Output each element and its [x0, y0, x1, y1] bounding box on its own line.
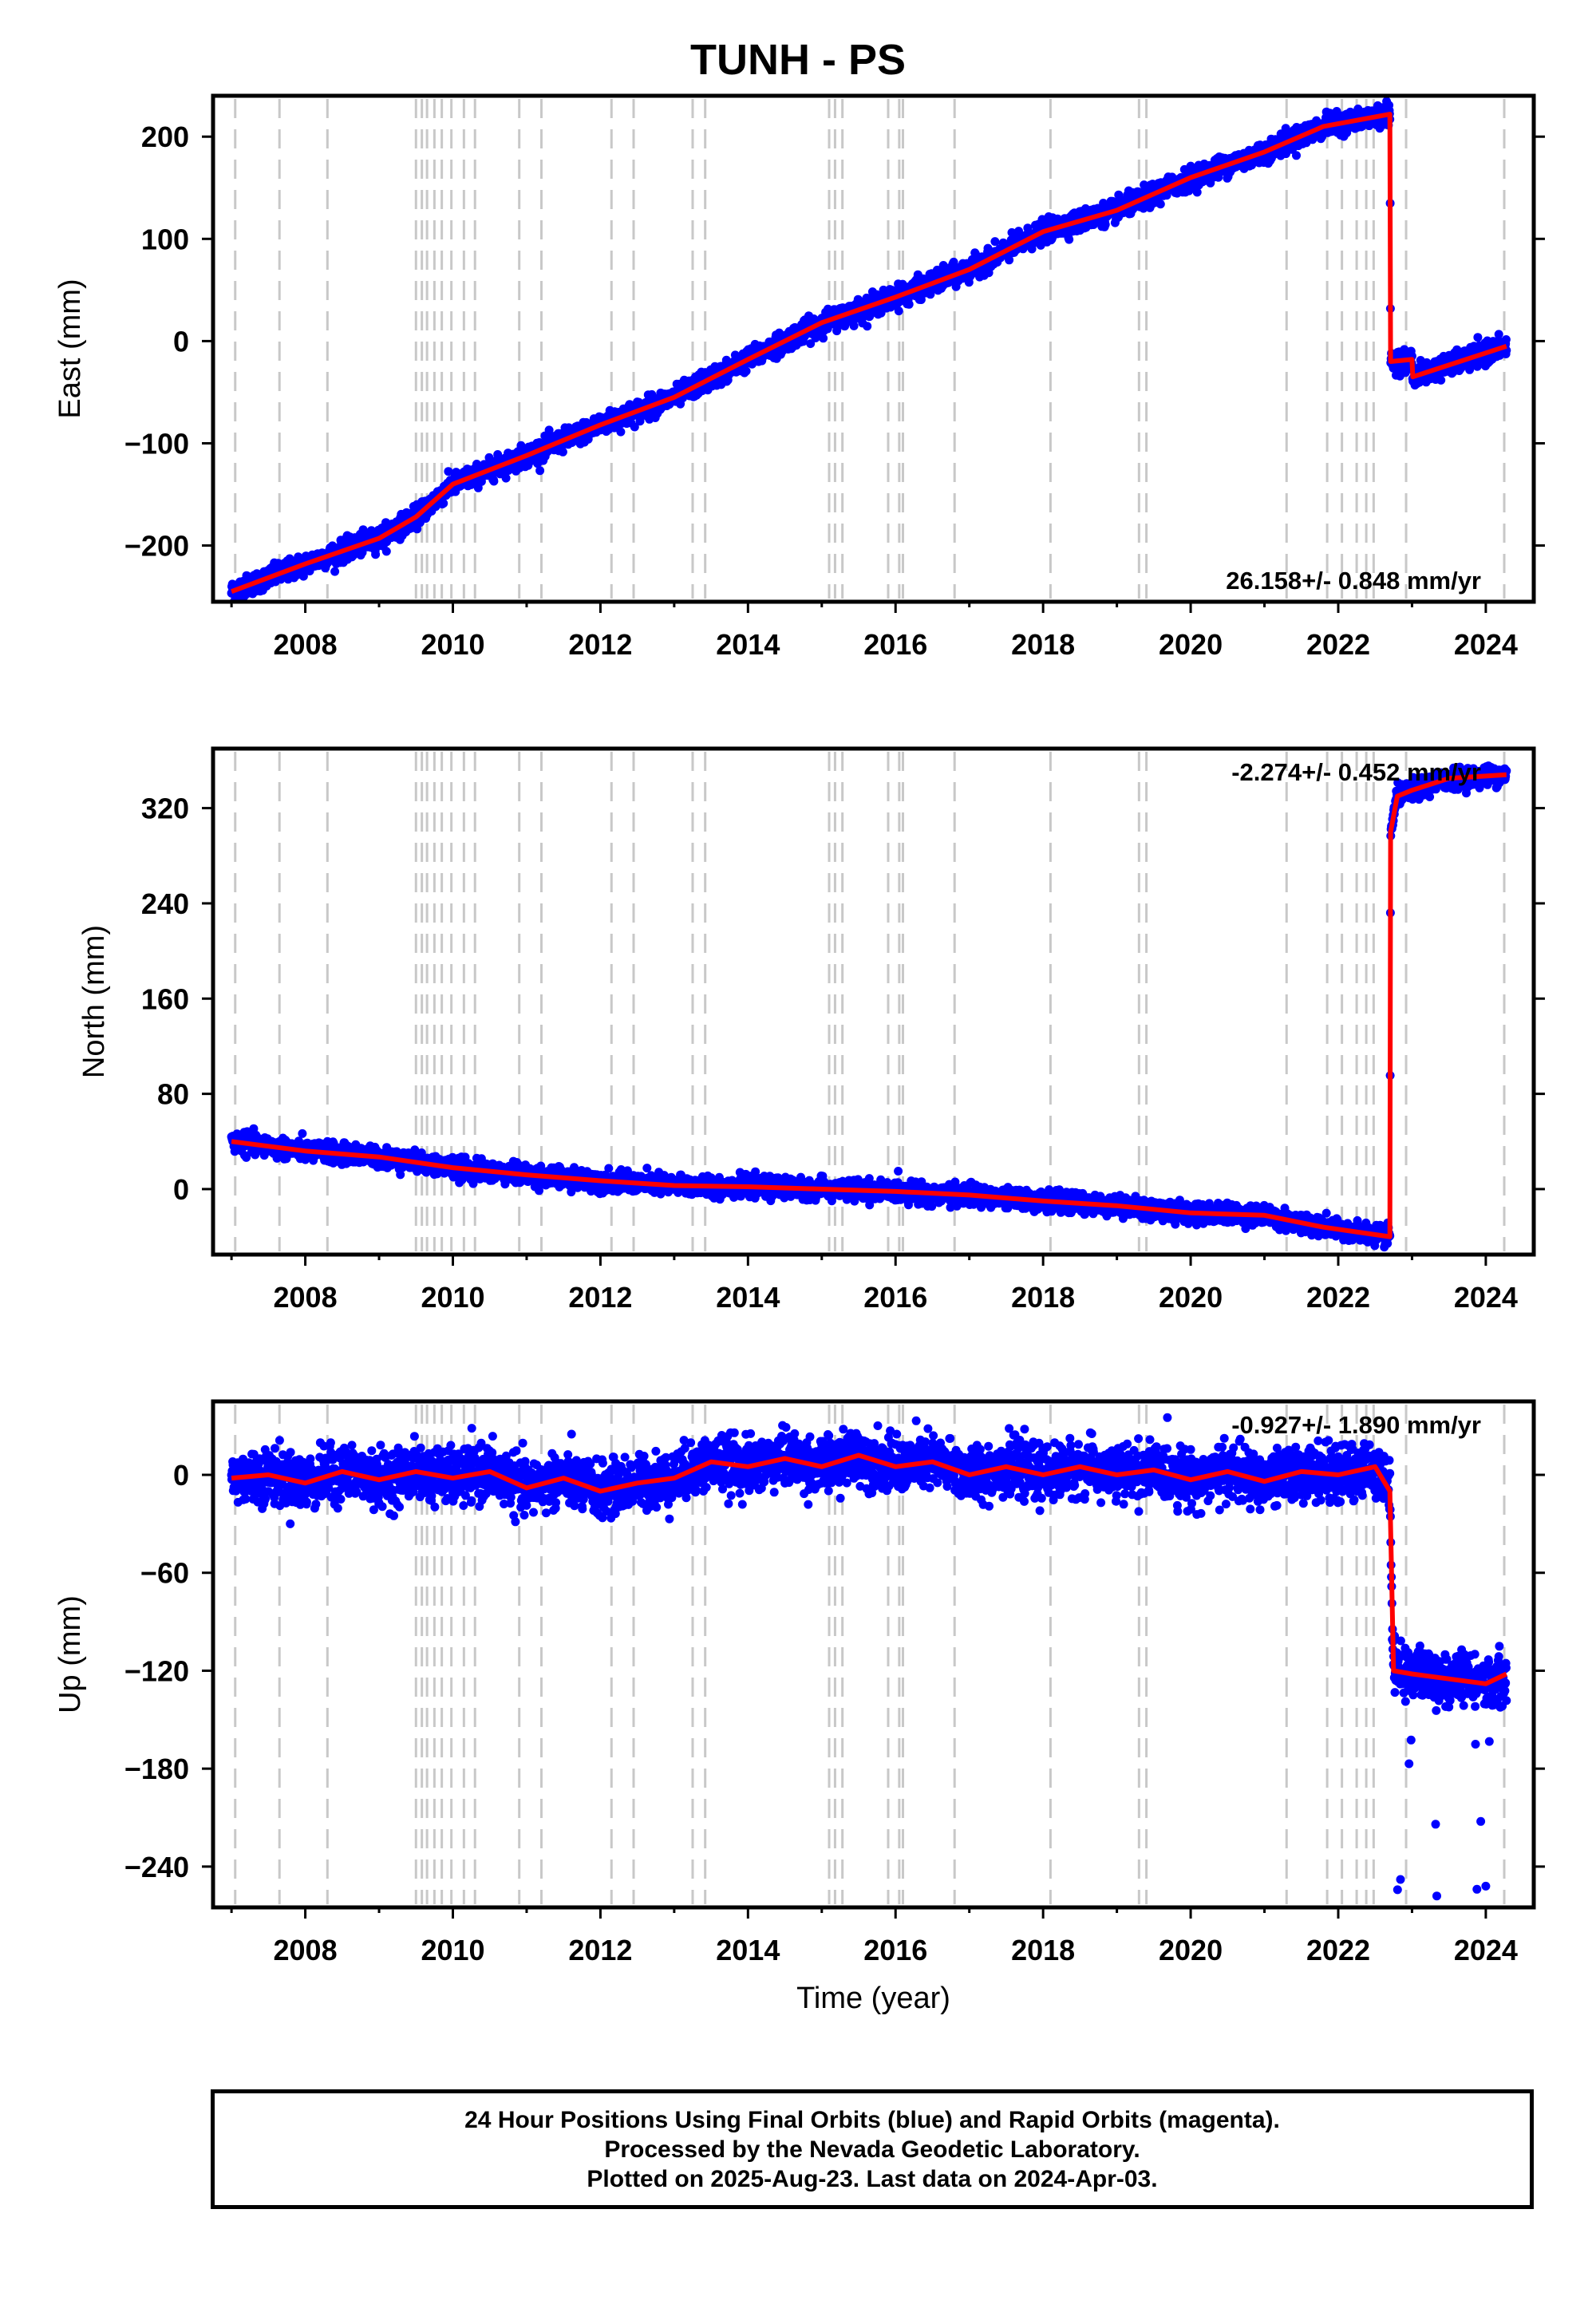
x-tick-label: 2008: [274, 628, 338, 661]
data-point: [242, 1152, 251, 1162]
data-point: [489, 476, 499, 486]
data-point: [1473, 333, 1483, 342]
data-point: [535, 466, 545, 476]
data-point: [493, 450, 503, 459]
data-point: [1100, 219, 1110, 229]
data-point: [1473, 361, 1482, 370]
data-point: [298, 1128, 307, 1138]
page-title: TUNH - PS: [690, 36, 906, 84]
x-tick-label: 2014: [716, 628, 780, 661]
x-tick-label: 2012: [568, 628, 632, 661]
x-tick-label: 2010: [421, 628, 484, 661]
data-point: [1214, 172, 1223, 182]
event-lines: [234, 752, 1506, 1251]
data-point: [630, 422, 639, 432]
x-tick-label: 2020: [1159, 628, 1223, 661]
data-point: [381, 547, 391, 556]
east-panel: 2008 2010 2012 2014 2016 2018 2020 2022 2024 −200…: [53, 93, 1545, 661]
data-point: [949, 257, 958, 267]
rate-label: 26.158+/- 0.848 mm/yr: [1226, 567, 1481, 595]
data-point: [863, 322, 872, 331]
y-tick-label: 100: [141, 223, 189, 255]
data-point: [1436, 375, 1446, 385]
y-axis-title: East (mm): [53, 279, 87, 418]
data-point: [1292, 151, 1301, 160]
data-point: [1005, 255, 1014, 265]
y-tick-label: 200: [141, 121, 189, 153]
data-points: [227, 761, 1511, 1252]
event-lines: [234, 99, 1506, 599]
data-point: [1501, 335, 1511, 344]
north-panel: 2008 2010 2012 2014 2016 2018 2020 2022 20240801…: [77, 746, 1545, 1314]
data-point: [894, 306, 903, 316]
data-point: [904, 299, 914, 309]
x-tick-label: 2016: [863, 628, 927, 661]
y-tick-label: −200: [124, 530, 189, 563]
data-point: [806, 339, 816, 349]
x-tick-label: 2024: [1454, 628, 1518, 661]
data-point: [990, 237, 1000, 247]
data-point: [1192, 188, 1202, 197]
data-point: [371, 550, 381, 559]
data-point: [616, 427, 626, 437]
data-point: [439, 499, 448, 508]
data-point: [501, 473, 511, 483]
data-point: [330, 567, 340, 576]
model-line: [231, 112, 1507, 595]
data-point: [1156, 200, 1165, 209]
data-point: [444, 467, 453, 476]
data-point: [819, 334, 828, 343]
data-point: [1065, 235, 1074, 244]
data-point: [849, 321, 859, 330]
x-tick-label: 2022: [1306, 628, 1370, 661]
plot-frame: [211, 93, 1536, 604]
data-point: [741, 366, 751, 376]
data-point: [558, 447, 567, 456]
y-tick-label: 0: [173, 325, 189, 358]
data-point: [1494, 330, 1503, 339]
y-tick-label: −100: [124, 427, 189, 460]
data-point: [544, 425, 554, 435]
x-tick-label: 2018: [1011, 628, 1075, 661]
data-points: [227, 97, 1511, 602]
